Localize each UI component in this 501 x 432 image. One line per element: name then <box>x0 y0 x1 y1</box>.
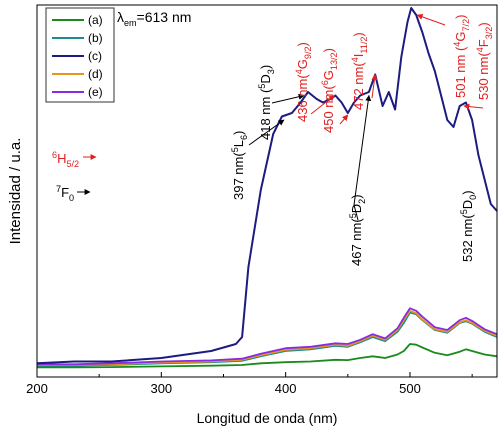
annotation-arrow-397 <box>248 119 285 146</box>
annotation-arrow-418 <box>271 93 305 104</box>
annotation-label-397: 397 nm(5L6) <box>230 131 249 200</box>
level-label-text-7F: 7F0 <box>56 184 74 203</box>
annotation-450nm: 450 nm(6G13/2) <box>320 48 349 133</box>
annotation-label-436: 436 nm(4G9/2) <box>294 42 313 122</box>
x-axis-ticks: 200 300 400 500 <box>26 372 473 396</box>
level-label-text-6H: 6H5/2 <box>52 150 79 169</box>
legend: (a) (b) (c) (d) (e) λem=613 nm <box>45 7 191 103</box>
series-line-a <box>37 343 498 369</box>
annotation-467nm: 467 nm(5D2) <box>348 94 372 266</box>
x-tick-label-200: 200 <box>26 381 48 396</box>
x-tick-label-500: 500 <box>399 381 421 396</box>
annotation-397nm: 397 nm(5L6) <box>230 119 285 200</box>
annotation-arrow-450 <box>339 114 349 125</box>
annotation-label-472: 472 nm(4I11/2) <box>350 32 369 110</box>
level-label-7F: 7F0 <box>56 184 91 203</box>
x-axis-label: Longitud de onda (nm) <box>197 410 338 426</box>
annotation-label-501: 501 nm (4G7/2) <box>452 15 471 99</box>
annotation-532nm: 532 nm(5D0) <box>459 190 478 262</box>
annotation-472nm: 472 nm(4I11/2) <box>350 32 378 110</box>
x-tick-label-400: 400 <box>275 381 297 396</box>
series-layer <box>36 7 498 369</box>
legend-label-e: (e) <box>88 85 103 99</box>
annotation-arrow-467 <box>353 94 372 221</box>
legend-label-b: (b) <box>88 31 103 45</box>
annotation-501nm: 501 nm (4G7/2) <box>416 14 471 99</box>
annotations: 397 nm(5L6) 418 nm (5D3) 436 nm(4G9/2) 450 … <box>52 14 494 266</box>
annotation-530nm: 530 nm(4F3/2) <box>463 22 494 110</box>
annotation-arrow-472 <box>371 73 378 99</box>
legend-label-c: (c) <box>88 49 102 63</box>
annotation-418nm: 418 nm (5D3) <box>257 65 305 140</box>
legend-label-a: (a) <box>88 13 103 27</box>
annotation-label-450: 450 nm(6G13/2) <box>320 48 339 133</box>
annotation-label-418: 418 nm (5D3) <box>257 65 276 140</box>
y-axis-label: Intensidad / u.a. <box>7 138 24 245</box>
series-line-d <box>37 309 498 366</box>
annotation-label-467: 467 nm(5D2) <box>348 194 367 266</box>
x-tick-label-300: 300 <box>150 381 172 396</box>
legend-label-d: (d) <box>88 67 103 81</box>
annotation-arrow-501 <box>416 14 446 26</box>
plot-frame <box>36 4 498 378</box>
annotation-436nm: 436 nm(4G9/2) <box>294 42 335 122</box>
series-line-c <box>36 7 498 365</box>
legend-title: λem=613 nm <box>117 9 191 28</box>
level-label-6H: 6H5/2 <box>52 150 97 169</box>
annotation-arrow-530 <box>463 103 484 110</box>
annotation-label-530: 530 nm(4F3/2) <box>475 22 494 100</box>
series-line-e <box>37 307 498 366</box>
annotation-arrow-436 <box>310 95 335 115</box>
annotation-label-532: 532 nm(5D0) <box>459 190 478 262</box>
